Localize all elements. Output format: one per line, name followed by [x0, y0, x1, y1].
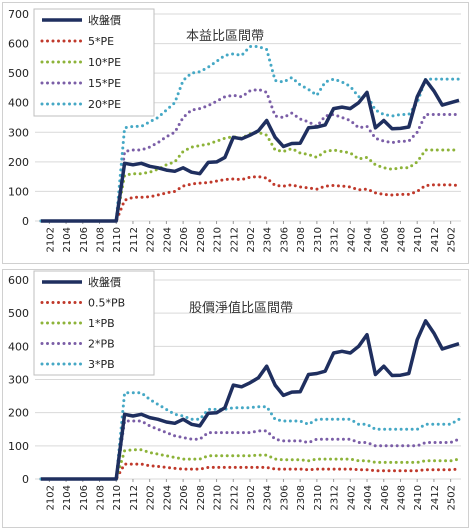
legend-label-0: 收盤價 [88, 275, 121, 289]
x-tick-label: 2206 [179, 485, 190, 510]
x-tick-label: 2408 [396, 227, 407, 252]
x-tick-label: 2202 [146, 227, 157, 252]
series-line-3 [39, 87, 461, 223]
legend-label-3: 2*PB [88, 338, 115, 351]
chart-title: 股價淨值比區間帶 [189, 300, 293, 316]
x-tick-label: 2310 [313, 485, 324, 510]
x-tick-label: 2112 [129, 227, 140, 252]
x-tick-label: 2304 [263, 227, 274, 252]
x-tick-label: 2306 [279, 227, 290, 252]
y-tick-label: 300 [8, 374, 29, 387]
x-tick-label: 2410 [413, 485, 424, 510]
y-tick-label: 600 [8, 274, 29, 287]
chart-title: 本益比區間帶 [186, 29, 264, 44]
y-tick-label: 100 [8, 185, 29, 198]
x-tick-label: 2208 [196, 485, 207, 510]
x-tick-label: 2410 [413, 227, 424, 252]
y-tick-label: 500 [8, 67, 29, 80]
series-line-4 [39, 45, 461, 223]
y-tick-label: 200 [8, 407, 29, 420]
series-line-0 [41, 78, 460, 223]
x-tick-label: 2304 [263, 485, 274, 510]
pe-band-chart-svg: 0 100 200 300 400 500 600 700 2102 2104 2106 2108 21… [8, 8, 461, 252]
x-tick-label: 2302 [246, 227, 257, 252]
x-tick-label: 2404 [363, 485, 374, 510]
x-tick-label: 2402 [346, 485, 357, 510]
y-tick-label: 400 [8, 340, 29, 353]
x-tick-label: 2106 [79, 227, 90, 252]
y-tick-label: 400 [8, 97, 29, 110]
x-tick-label: 2202 [146, 485, 157, 510]
x-tick-label: 2310 [313, 227, 324, 252]
x-tick-label: 2312 [330, 485, 341, 510]
x-tick-label: 2106 [79, 485, 90, 510]
x-tick-label: 2312 [330, 227, 341, 252]
x-tick-label: 2104 [62, 485, 73, 510]
x-tick-label: 2302 [246, 485, 257, 510]
series-line-0 [41, 319, 460, 481]
x-tick-label: 2104 [62, 227, 73, 252]
x-tick-label: 2212 [229, 227, 240, 252]
y-tick-label: 300 [8, 126, 29, 139]
legend-label-1: 5*PE [88, 35, 114, 48]
x-tick-label: 2102 [45, 227, 56, 252]
x-tick-label: 2412 [430, 485, 441, 510]
x-tick-label: 2102 [45, 485, 56, 510]
x-tick-label: 2110 [112, 227, 123, 252]
pb-band-chart-svg: 0 100 200 300 400 500 600 2102 2104 2106 2108 2110 2… [8, 270, 461, 510]
x-tick-label: 2210 [213, 227, 224, 252]
y-tick-label: 0 [22, 215, 29, 228]
x-tick-label: 2408 [396, 485, 407, 510]
y-tick-label: 200 [8, 156, 29, 169]
x-tick-label: 2308 [296, 227, 307, 252]
pb-band-chart: 0 100 200 300 400 500 600 2102 2104 2106 2108 2110 2… [2, 269, 469, 528]
x-tick-label: 2402 [346, 227, 357, 252]
y-tick-label: 600 [8, 38, 29, 51]
y-tick-label: 100 [8, 440, 29, 453]
legend-label-4: 3*PB [88, 358, 115, 371]
legend-label-1: 0.5*PB [88, 297, 125, 310]
x-tick-label: 2212 [229, 485, 240, 510]
x-tick-label: 2204 [162, 485, 173, 510]
x-tick-label: 2210 [213, 485, 224, 510]
x-tick-label: 2404 [363, 227, 374, 252]
series-line-1 [39, 462, 461, 481]
x-tick-label: 2502 [447, 227, 458, 252]
legend-label-2: 10*PE [88, 56, 121, 69]
x-tick-label: 2208 [196, 227, 207, 252]
legend-label-0: 收盤價 [88, 13, 121, 27]
series-line-1 [39, 175, 461, 223]
legend-label-2: 1*PB [88, 317, 115, 330]
x-tick-label: 2406 [380, 227, 391, 252]
x-tick-label: 2110 [112, 485, 123, 510]
x-tick-label: 2108 [96, 485, 107, 510]
x-tick-label: 2406 [380, 485, 391, 510]
x-tick-label: 2112 [129, 485, 140, 510]
x-tick-label: 2306 [279, 485, 290, 510]
x-tick-label: 2412 [430, 227, 441, 252]
y-tick-label: 500 [8, 307, 29, 320]
legend-label-4: 20*PE [88, 98, 121, 111]
series-line-2 [39, 448, 461, 481]
x-tick-label: 2204 [162, 227, 173, 252]
x-tick-label: 2308 [296, 485, 307, 510]
pe-band-chart: 0 100 200 300 400 500 600 700 2102 2104 2106 2108 21… [2, 2, 469, 264]
x-tick-label: 2108 [96, 227, 107, 252]
series-line-4 [39, 391, 461, 481]
y-tick-label: 700 [8, 8, 29, 21]
y-tick-label: 0 [22, 473, 29, 486]
series-line-3 [39, 419, 461, 481]
x-tick-label: 2206 [179, 227, 190, 252]
x-tick-label: 2502 [447, 485, 458, 510]
legend-label-3: 15*PE [88, 77, 121, 90]
